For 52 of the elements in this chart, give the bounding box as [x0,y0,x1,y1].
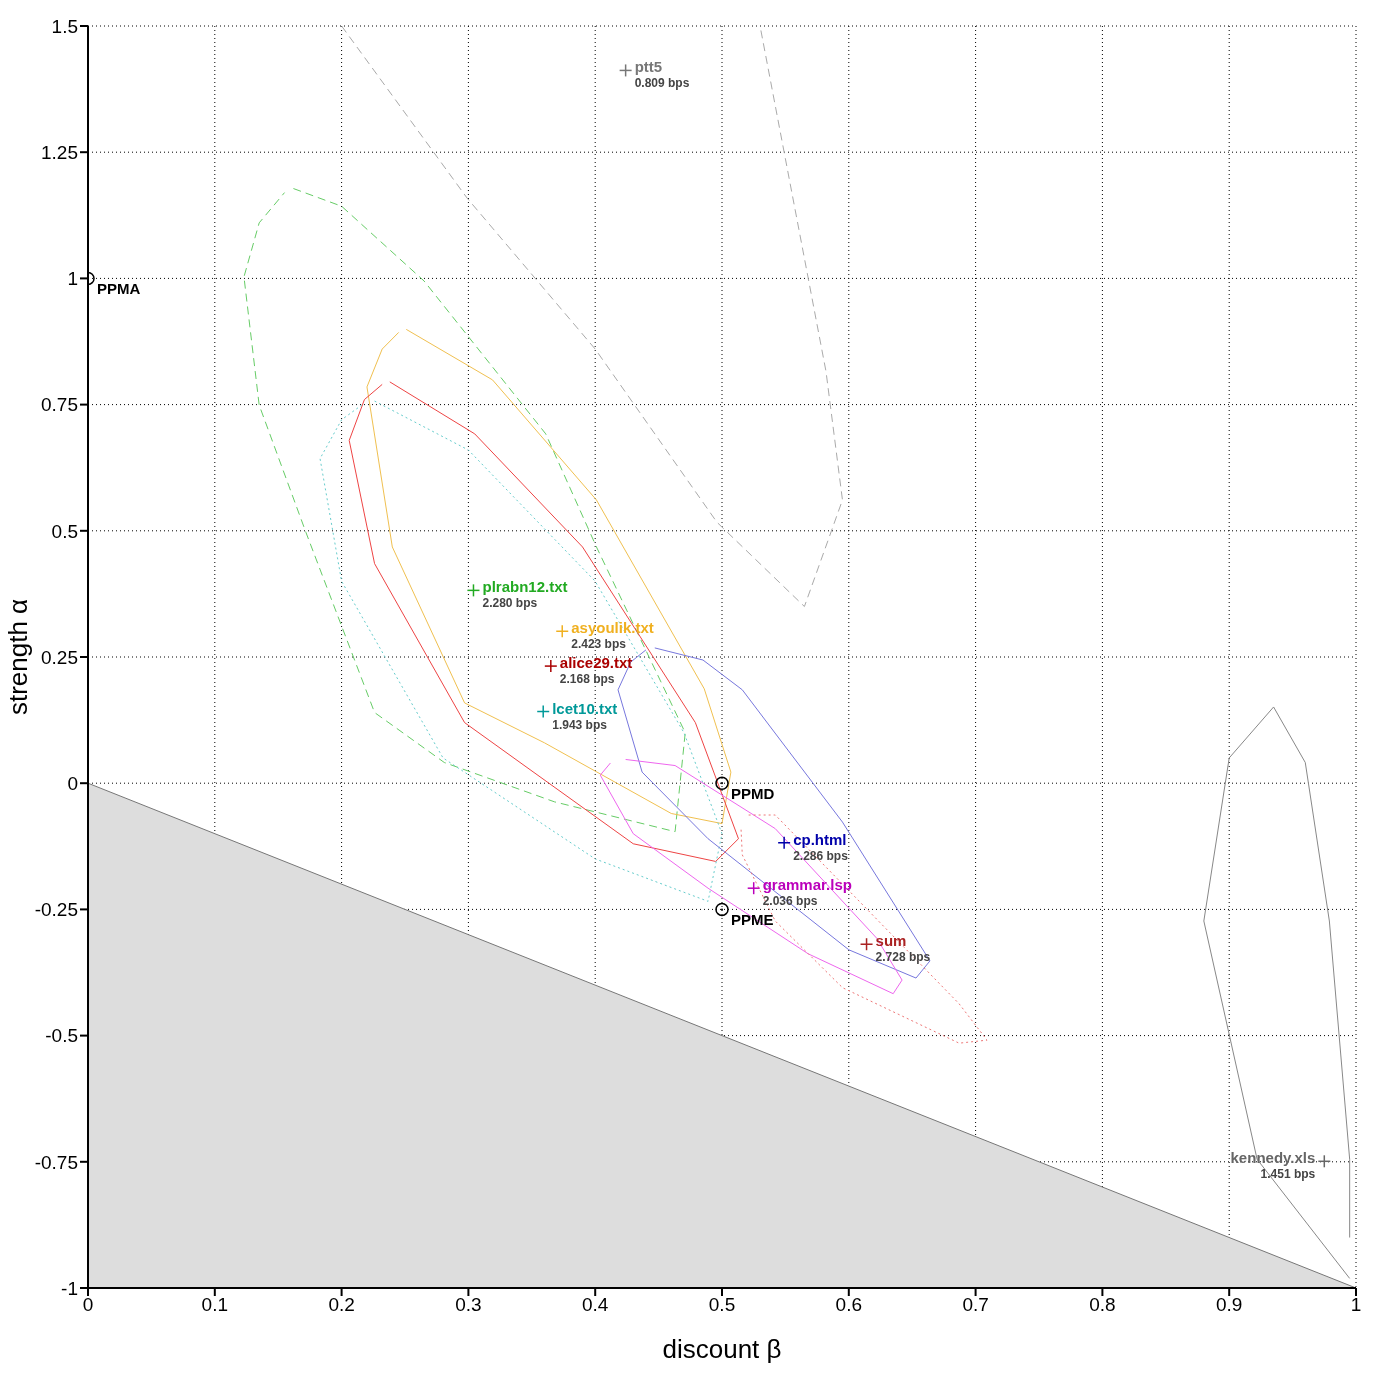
y-tick-label: 1 [67,268,78,290]
annotation: 0.809 bps [634,76,690,91]
series-label: ptt5 [634,58,663,76]
y-tick-label: -1 [61,1277,78,1299]
y-axis-title: strength α [3,598,34,716]
annotation: 2.423 bps [571,637,627,652]
series-label: PPME [731,911,774,929]
annotation: 2.728 bps [875,950,931,965]
series-label: plrabn12.txt [482,578,568,596]
point [715,902,729,917]
point [715,776,729,790]
series-label: alice29.txt [559,654,633,672]
annotation: 2.168 bps [559,672,615,687]
series-label: cp.html [793,830,847,848]
annotation: 1.451 bps [1260,1167,1316,1182]
annotation: 2.286 bps [793,848,849,863]
y-tick-label: 0 [67,772,78,794]
annotation: 2.036 bps [762,894,818,909]
x-tick-label: 0.2 [328,1294,355,1316]
series-label: asyoulik.txt [571,619,654,637]
x-tick-label: 0.1 [201,1294,229,1316]
series-label: lcet10.txt [552,699,618,717]
y-tick-label: -0.25 [34,899,78,921]
series-label: sum [875,932,907,950]
x-tick-label: 0.3 [455,1294,482,1316]
y-tick-label: -0.75 [34,1151,78,1173]
y-tick-label: 1.5 [51,15,78,37]
line-series [243,188,686,833]
y-tick-label: 0.75 [41,394,78,416]
x-tick-label: 0.8 [1089,1294,1116,1316]
y-tick-label: 0.5 [51,520,78,542]
x-tick-label: 0.5 [708,1294,736,1316]
line-series [341,26,843,608]
line-series [366,328,732,825]
series-label: PPMD [731,785,775,803]
x-tick-label: 0.9 [1215,1294,1243,1316]
x-tick-label: 1 [1350,1294,1362,1316]
x-tick-label: 0.6 [835,1294,863,1316]
annotation: 2.280 bps [482,596,538,611]
series-label: grammar.lsp [762,876,852,894]
x-tick-label: 0.4 [581,1294,609,1316]
y-tick-label: 1.25 [41,141,78,163]
line-series [319,400,723,902]
series-label: PPMA [97,280,141,298]
x-axis-title: discount β [662,1334,782,1364]
y-tick-label: 0.25 [41,646,78,668]
annotation: 1.943 bps [552,717,608,732]
x-tick-label: 0.7 [962,1294,989,1316]
series-label: kennedy.xls [1230,1149,1316,1167]
y-tick-label: -0.5 [45,1025,78,1047]
line-series [1203,706,1351,1279]
x-tick-label: 0 [82,1294,94,1316]
